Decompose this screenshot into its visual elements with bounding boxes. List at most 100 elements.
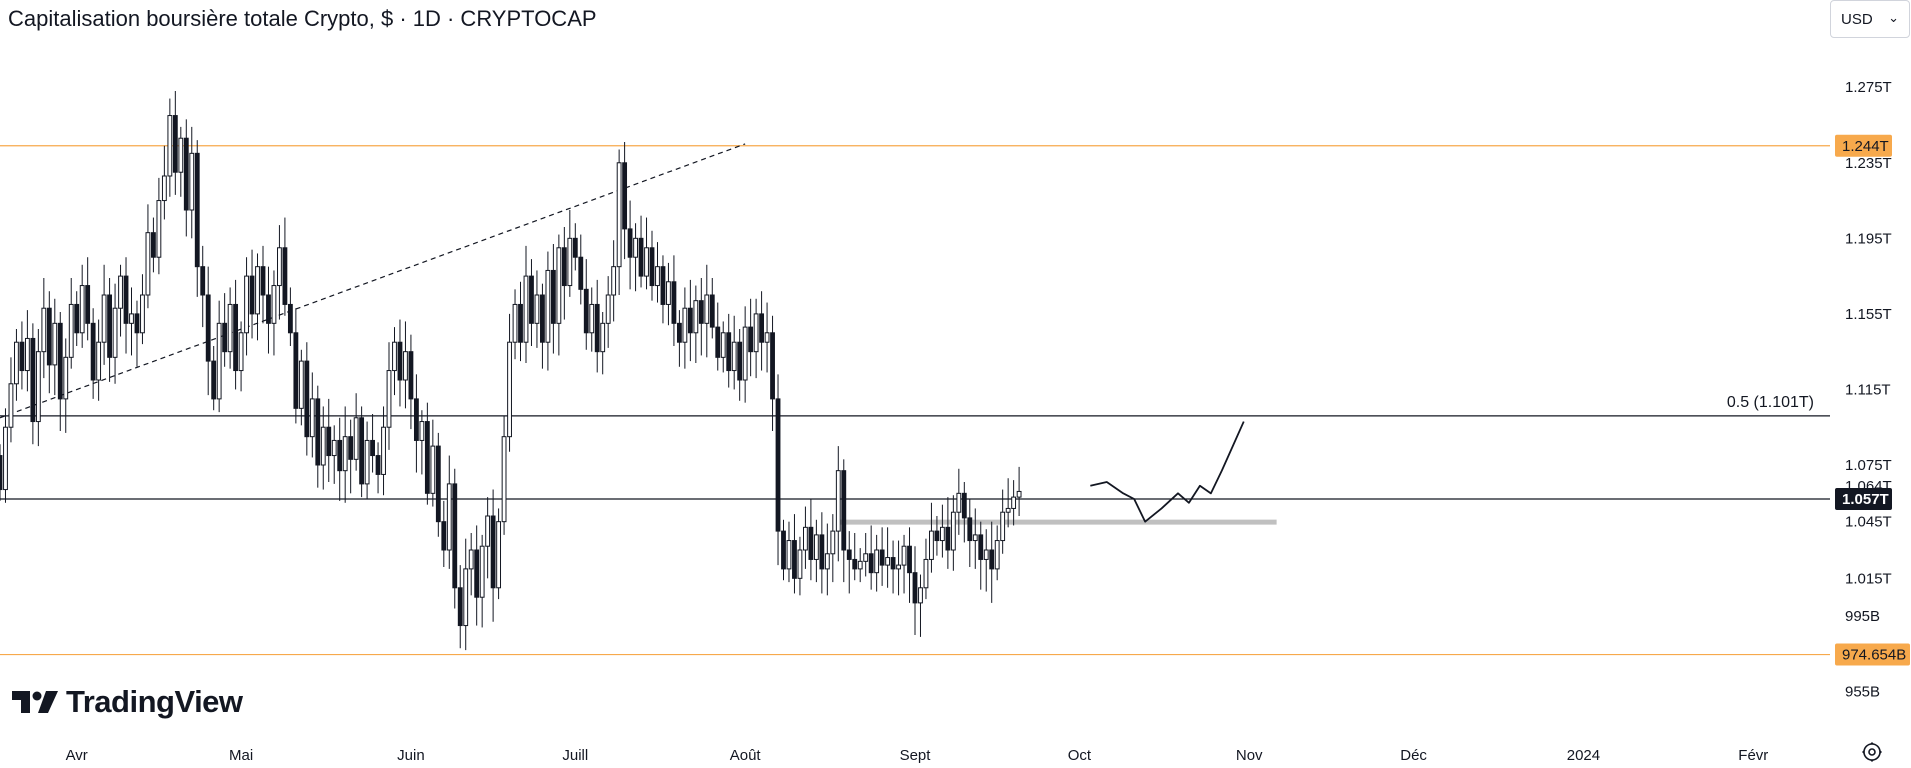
candle-body	[277, 247, 282, 287]
candle	[287, 287, 293, 346]
candle	[550, 244, 556, 354]
candle	[320, 406, 326, 490]
candle-body	[726, 332, 732, 372]
candle	[742, 306, 748, 403]
candle	[79, 264, 85, 348]
candle	[413, 374, 419, 473]
candle-body	[737, 341, 743, 381]
currency-select[interactable]: USD ⌄	[1830, 0, 1910, 38]
candle-body	[698, 300, 704, 324]
candle-body	[30, 337, 36, 423]
candle	[605, 276, 611, 348]
candle-body	[901, 545, 907, 566]
candle-body	[397, 341, 403, 381]
candle	[227, 287, 233, 369]
projection-path	[1090, 421, 1245, 523]
candle-body	[293, 332, 299, 409]
candle-body	[967, 517, 973, 542]
chart-title: Capitalisation boursière totale Crypto, …	[8, 6, 597, 31]
candle-body	[309, 398, 315, 438]
candle-body	[929, 530, 934, 560]
candle	[918, 574, 923, 637]
candle-body	[720, 332, 726, 358]
candle-body	[759, 313, 765, 343]
candle-body	[693, 300, 699, 334]
tradingview-logo[interactable]: TradingView	[12, 684, 243, 720]
tradingview-logo-icon	[12, 691, 58, 713]
candle-body	[939, 526, 945, 542]
candle	[183, 119, 189, 237]
candle	[594, 279, 600, 373]
candle-body	[660, 266, 666, 305]
candle	[430, 419, 436, 507]
candle	[572, 223, 578, 271]
candle	[348, 419, 354, 494]
price-axis[interactable]: 1.275T1.235T1.195T1.155T1.115T1.075T1.06…	[1845, 79, 1892, 700]
candle-body	[68, 303, 74, 358]
time-axis[interactable]: Avr Mai Juin Juill Août Sept Oct Nov Déc 2024 Févr	[66, 747, 1769, 764]
candle	[687, 279, 693, 362]
candle	[726, 313, 732, 388]
candle-body	[835, 470, 841, 532]
candle	[200, 245, 206, 328]
candle	[770, 315, 775, 431]
candle	[266, 266, 271, 354]
candle	[479, 534, 485, 628]
candle	[633, 223, 638, 292]
candle-body	[638, 237, 644, 277]
price-label-box	[1835, 134, 1892, 157]
candle-body	[803, 526, 808, 551]
candle	[534, 270, 540, 348]
candle	[797, 536, 803, 596]
candle	[57, 312, 63, 431]
candle	[150, 217, 156, 273]
candle-body	[972, 534, 978, 542]
candle	[994, 525, 1000, 581]
candle-body	[255, 266, 260, 315]
candle-body	[824, 553, 830, 570]
candle-body	[950, 511, 956, 551]
candle	[874, 534, 880, 592]
candle-body	[413, 398, 419, 441]
candle	[589, 287, 595, 352]
y-tick-label: 1.115T	[1845, 381, 1891, 398]
candle	[627, 200, 633, 290]
candle	[118, 264, 123, 337]
candle	[8, 357, 14, 443]
candle-body	[627, 228, 633, 258]
candle	[353, 393, 359, 471]
candle	[3, 408, 8, 503]
candle	[392, 327, 397, 396]
candle-body	[518, 303, 523, 343]
candle	[52, 298, 58, 396]
candle-body	[649, 247, 655, 287]
candle	[890, 540, 896, 594]
candle	[140, 274, 145, 345]
candle	[808, 499, 814, 581]
candle-body	[392, 341, 397, 372]
candle-body	[912, 572, 918, 604]
candle	[961, 482, 967, 543]
candle-body	[331, 439, 337, 457]
candle	[107, 278, 112, 382]
candle	[46, 291, 52, 394]
candle	[134, 300, 140, 367]
candle-body	[994, 540, 1000, 570]
candle	[622, 142, 628, 260]
candle	[30, 323, 36, 445]
candle-body	[0, 455, 3, 491]
candle-body	[156, 200, 162, 258]
candle	[655, 242, 660, 303]
candle-body	[655, 266, 660, 287]
candle-body	[633, 237, 638, 258]
candle-body	[934, 530, 940, 542]
candle	[720, 321, 726, 373]
candle	[561, 227, 567, 320]
candle-body	[594, 303, 600, 353]
candle-body	[945, 526, 951, 551]
candle	[813, 519, 819, 583]
y-tick-label: 1.195T	[1845, 230, 1892, 247]
y-tick-label: 1.045T	[1845, 514, 1892, 531]
gear-icon[interactable]	[1860, 740, 1884, 764]
